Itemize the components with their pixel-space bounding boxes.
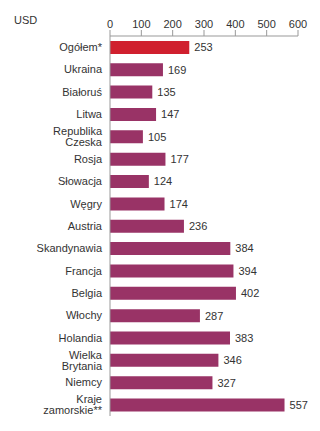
html-text:USD: USD bbox=[14, 14, 38, 26]
svg-text:400: 400 bbox=[226, 18, 244, 30]
svg-text:Słowacja: Słowacja bbox=[58, 175, 103, 187]
svg-text:200: 200 bbox=[163, 18, 181, 30]
svg-text:Austria: Austria bbox=[68, 220, 103, 232]
svg-text:383: 383 bbox=[235, 332, 253, 344]
svg-text:WielkaBrytania: WielkaBrytania bbox=[62, 349, 103, 372]
svg-text:Białoruś: Białoruś bbox=[62, 86, 102, 98]
svg-text:Niemcy: Niemcy bbox=[65, 376, 102, 388]
svg-text:384: 384 bbox=[235, 242, 253, 254]
svg-text:300: 300 bbox=[195, 18, 213, 30]
svg-text:Ukraina: Ukraina bbox=[64, 63, 103, 75]
svg-text:124: 124 bbox=[154, 175, 172, 187]
svg-text:Krajezamorskie**: Krajezamorskie** bbox=[43, 393, 102, 416]
svg-text:236: 236 bbox=[189, 220, 207, 232]
svg-text:177: 177 bbox=[170, 153, 188, 165]
svg-text:394: 394 bbox=[238, 265, 256, 277]
svg-text:RepublikaCzeska: RepublikaCzeska bbox=[53, 125, 103, 148]
svg-text:346: 346 bbox=[223, 354, 241, 366]
svg-text:Belgia: Belgia bbox=[71, 287, 102, 299]
svg-text:100: 100 bbox=[132, 18, 150, 30]
svg-text:135: 135 bbox=[157, 86, 175, 98]
svg-text:Skandynawia: Skandynawia bbox=[37, 242, 103, 254]
svg-text:253: 253 bbox=[194, 41, 212, 53]
svg-text:169: 169 bbox=[168, 64, 186, 76]
svg-text:Włochy: Włochy bbox=[66, 309, 103, 321]
svg-text:174: 174 bbox=[170, 198, 188, 210]
svg-text:105: 105 bbox=[148, 131, 166, 143]
svg-text:Litwa: Litwa bbox=[76, 108, 103, 120]
svg-text:557: 557 bbox=[290, 399, 308, 411]
svg-text:Węgry: Węgry bbox=[70, 198, 102, 210]
svg-text:287: 287 bbox=[205, 310, 223, 322]
svg-text:Rosja: Rosja bbox=[74, 153, 103, 165]
svg-text:147: 147 bbox=[161, 108, 179, 120]
svg-text:Ogółem*: Ogółem* bbox=[59, 41, 103, 53]
svg-text:Holandia: Holandia bbox=[59, 332, 103, 344]
svg-text:0: 0 bbox=[107, 18, 113, 30]
svg-text:402: 402 bbox=[241, 287, 259, 299]
svg-text:327: 327 bbox=[217, 377, 235, 389]
svg-text:500: 500 bbox=[257, 18, 275, 30]
svg-text:600: 600 bbox=[289, 18, 307, 30]
svg-text:Francja: Francja bbox=[65, 265, 103, 277]
